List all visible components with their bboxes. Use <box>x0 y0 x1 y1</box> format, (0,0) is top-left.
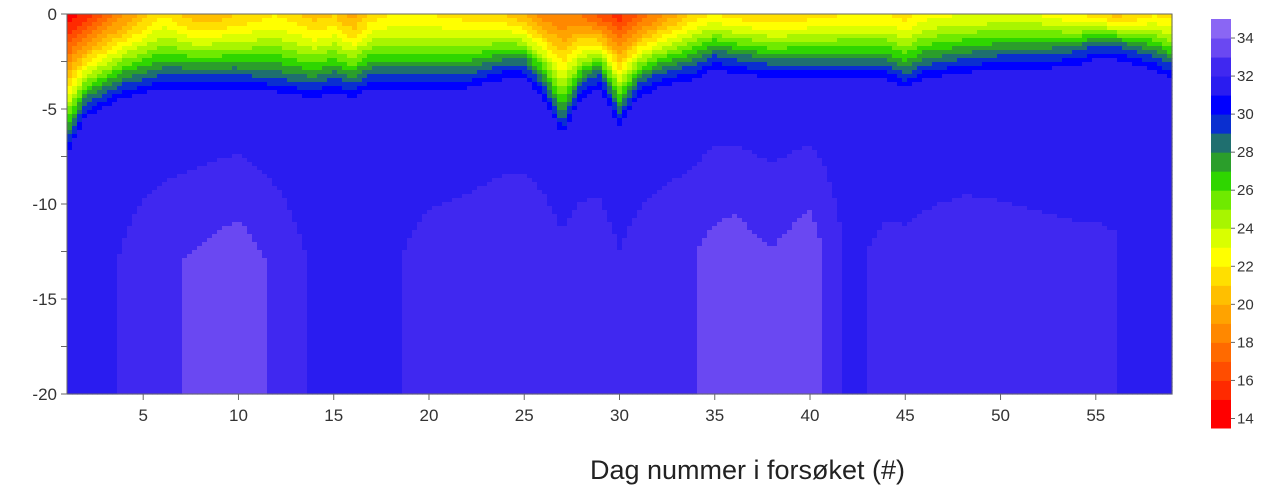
colorbar-swatch <box>1211 380 1231 400</box>
colorbar-swatch <box>1211 399 1231 429</box>
colorbar-swatch <box>1211 152 1231 172</box>
x-tick-label: 25 <box>515 406 534 425</box>
colorbar-swatch <box>1211 247 1231 267</box>
y-tick-label: -5 <box>42 100 57 119</box>
colorbar-tick-label: 24 <box>1237 220 1254 237</box>
colorbar-swatch <box>1211 38 1231 58</box>
colorbar-swatch <box>1211 190 1231 210</box>
colorbar-swatch <box>1211 76 1231 96</box>
y-tick-label: -10 <box>32 195 57 214</box>
colorbar-swatch <box>1211 361 1231 381</box>
colorbar-swatch <box>1211 114 1231 134</box>
colorbar-swatch <box>1211 266 1231 286</box>
x-tick-label: 45 <box>896 406 915 425</box>
colorbar-swatch <box>1211 57 1231 77</box>
x-tick-label: 20 <box>420 406 439 425</box>
colorbar-tick-label: 22 <box>1237 258 1254 275</box>
colorbar: 14 16 18 20 22 24 26 28 30 32 34 <box>1211 19 1254 429</box>
y-tick-label: -20 <box>32 385 57 404</box>
colorbar-tick-label: 16 <box>1237 372 1254 389</box>
colorbar-swatch <box>1211 95 1231 115</box>
colorbar-tick-label: 32 <box>1237 68 1254 85</box>
x-tick-label: 15 <box>324 406 343 425</box>
colorbar-tick-label: 20 <box>1237 296 1254 313</box>
colorbar-tick-label: 34 <box>1237 30 1254 47</box>
colorbar-swatch <box>1211 228 1231 248</box>
colorbar-swatch <box>1211 209 1231 229</box>
y-axis: 0 -5 -10 -15 -20 <box>32 5 68 404</box>
x-tick-label: 50 <box>991 406 1010 425</box>
colorbar-tick-label: 14 <box>1237 410 1254 427</box>
colorbar-tick-label: 30 <box>1237 106 1254 123</box>
colorbar-swatch <box>1211 342 1231 362</box>
colorbar-tick-label: 26 <box>1237 182 1254 199</box>
colorbar-swatch <box>1211 171 1231 191</box>
x-axis-label: Dag nummer i forsøket (#) <box>0 455 1265 486</box>
colorbar-tick-label: 18 <box>1237 334 1254 351</box>
x-tick-label: 10 <box>229 406 248 425</box>
colorbar-swatch <box>1211 285 1231 305</box>
colorbar-tick-label: 28 <box>1237 144 1254 161</box>
x-tick-label: 30 <box>610 406 629 425</box>
x-tick-label: 55 <box>1086 406 1105 425</box>
x-axis: 5 10 15 20 25 30 35 40 45 50 55 <box>138 394 1105 425</box>
x-tick-label: 5 <box>138 406 147 425</box>
plot-area <box>67 14 1173 395</box>
x-tick-label: 35 <box>705 406 724 425</box>
y-tick-label: -15 <box>32 290 57 309</box>
colorbar-swatch <box>1211 19 1231 39</box>
y-tick-label: 0 <box>48 5 57 24</box>
colorbar-swatch <box>1211 304 1231 324</box>
x-tick-label: 40 <box>801 406 820 425</box>
colorbar-swatch <box>1211 133 1231 153</box>
colorbar-swatch <box>1211 323 1231 343</box>
